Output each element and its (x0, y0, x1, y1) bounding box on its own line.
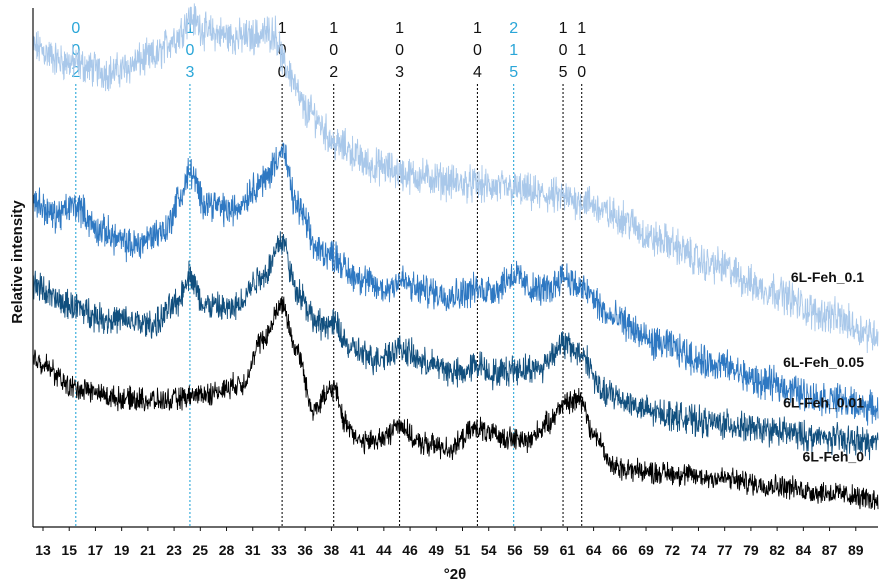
x-tick-label: 89 (848, 542, 864, 558)
x-tick-label: 79 (743, 542, 759, 558)
x-tick-label: 17 (88, 542, 104, 558)
reflection-hkl-digit: 2 (71, 64, 80, 81)
series-trace-2 (32, 231, 879, 461)
x-tick-labels: 13 15 17 19 21 23 25 28 31 33 36 38 41 44 46 49 51 54 56 59… (35, 527, 864, 558)
x-tick-label: 38 (324, 542, 340, 558)
reflection-hkl-digit: 0 (185, 42, 194, 59)
x-tick-label: 13 (35, 542, 51, 558)
y-axis-title: Relative intensity (9, 200, 26, 324)
series-traces (32, 3, 879, 510)
x-tick-label: 87 (822, 542, 838, 558)
x-tick-label: 54 (481, 542, 497, 558)
x-tick-label: 31 (245, 542, 261, 558)
x-tick-label: 82 (769, 542, 785, 558)
series-label: 6L-Feh_0.05 (783, 354, 864, 370)
x-tick-label: 59 (533, 542, 549, 558)
reflection-hkl-digit: 2 (329, 64, 338, 81)
x-tick-label: 49 (428, 542, 444, 558)
reflection-hkl-digit: 1 (577, 42, 586, 59)
series-trace-3 (32, 296, 879, 510)
x-axis-title: °2θ (444, 566, 466, 582)
x-tick-label: 19 (114, 542, 130, 558)
reflection-hkl-digit: 2 (509, 20, 518, 37)
x-tick-label: 46 (402, 542, 418, 558)
reflection-hkl-digit: 5 (559, 64, 568, 81)
reflection-hkl-digit: 1 (278, 20, 287, 37)
series-label: 6L-Feh_0.1 (791, 269, 864, 285)
x-tick-label: 21 (140, 542, 156, 558)
series-trace-0 (32, 3, 879, 354)
reflection-hkl-digit: 1 (473, 20, 482, 37)
reflection-hkl-digit: 5 (509, 64, 518, 81)
reflection-hkl-digit: 1 (559, 20, 568, 37)
reflection-hkl-digit: 4 (473, 64, 482, 81)
reflection-hkl-digit: 0 (329, 42, 338, 59)
reflection-hkl-digit: 1 (577, 20, 586, 37)
x-tick-label: 36 (297, 542, 313, 558)
x-tick-label: 69 (638, 542, 654, 558)
reflection-hkl-digit: 3 (395, 64, 404, 81)
x-tick-label: 25 (193, 542, 209, 558)
x-tick-label: 28 (219, 542, 235, 558)
x-tick-label: 84 (796, 542, 812, 558)
x-tick-label: 15 (61, 542, 77, 558)
series-label: 6L-Feh_0.01 (783, 394, 864, 410)
series-labels: 6L-Feh_0.1 6L-Feh_0.05 6L-Feh_0.01 6L-Feh_0 (783, 269, 864, 465)
x-tick-label: 64 (586, 542, 602, 558)
x-tick-label: 74 (691, 542, 707, 558)
x-tick-label: 77 (717, 542, 733, 558)
x-tick-label: 33 (271, 542, 287, 558)
reflection-hkl-digit: 3 (185, 64, 194, 81)
x-tick-label: 51 (455, 542, 471, 558)
x-tick-label: 56 (507, 542, 523, 558)
reflection-hkl-digit: 1 (329, 20, 338, 37)
reflection-hkl-digit: 0 (559, 42, 568, 59)
reflection-hkl-digit: 0 (473, 42, 482, 59)
x-tick-label: 61 (560, 542, 576, 558)
series-trace-1 (32, 142, 879, 426)
x-tick-label: 41 (350, 542, 366, 558)
reflection-hkl-digit: 0 (395, 42, 404, 59)
x-tick-label: 23 (166, 542, 182, 558)
x-tick-label: 72 (664, 542, 680, 558)
reflection-hkl-digit: 0 (71, 20, 80, 37)
x-tick-label: 66 (612, 542, 628, 558)
reflection-hkl-digit: 0 (577, 64, 586, 81)
reflection-hkl-digit: 1 (395, 20, 404, 37)
series-label: 6L-Feh_0 (803, 449, 865, 465)
x-tick-label: 44 (376, 542, 392, 558)
reflection-hkl-digit: 1 (509, 42, 518, 59)
